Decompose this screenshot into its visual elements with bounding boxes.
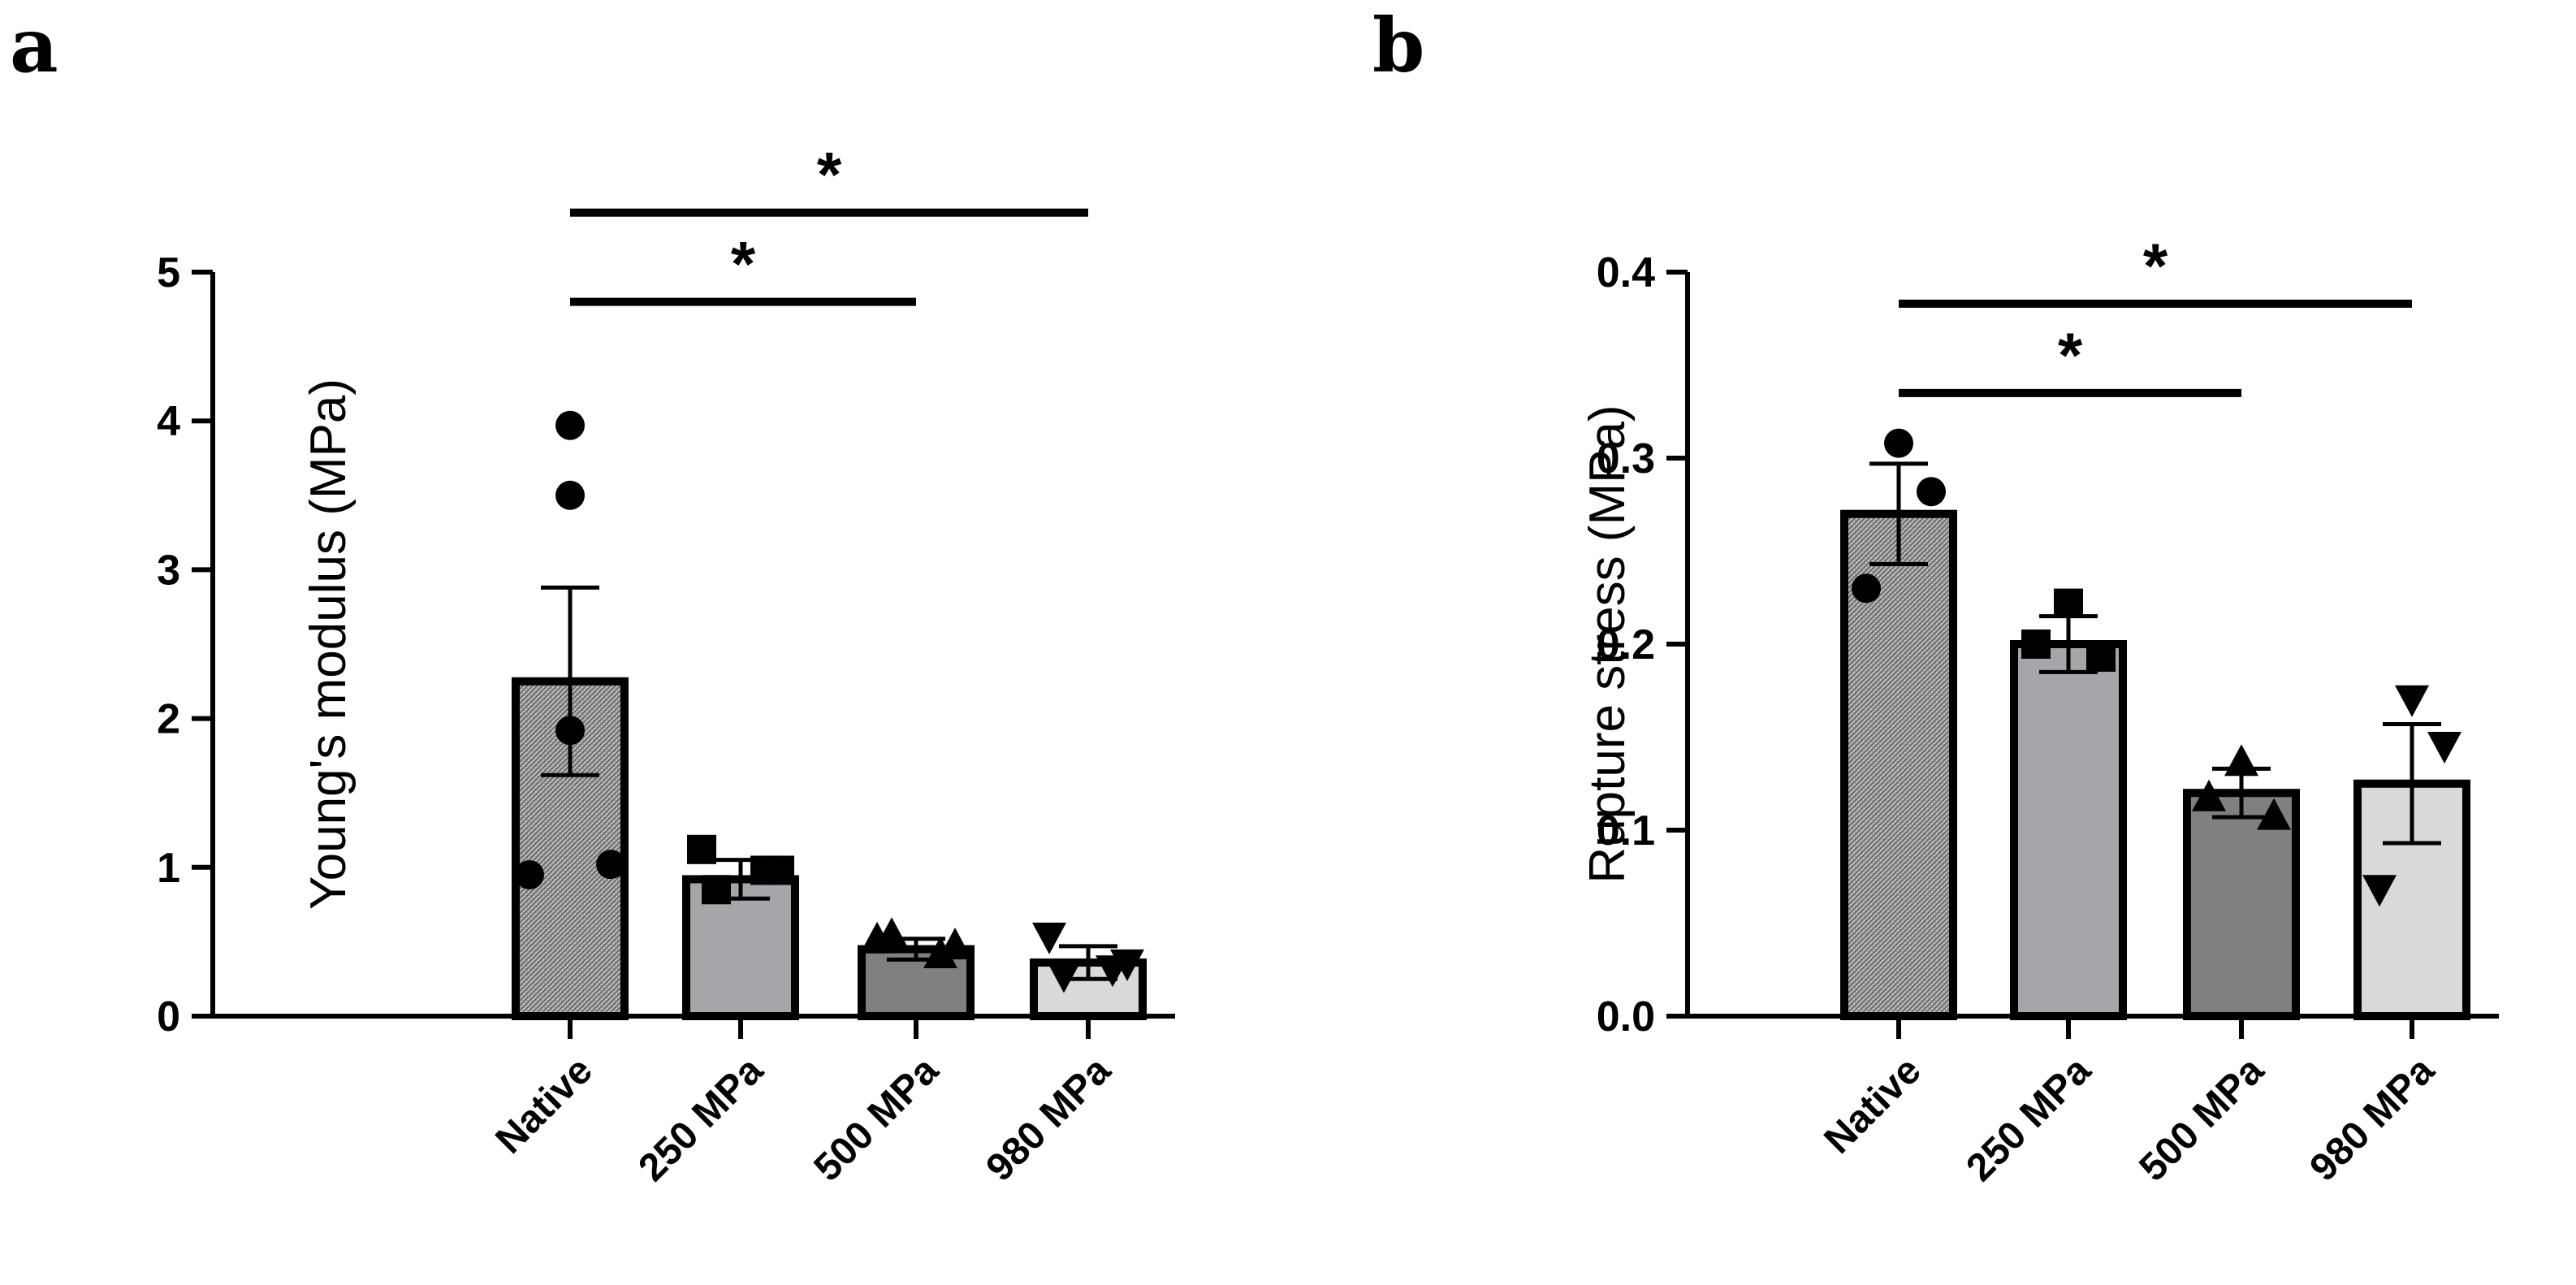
- a-x-tick-label-500-mpa: 500 MPa: [806, 1049, 947, 1190]
- a-point-500-mpa-2: [875, 917, 909, 950]
- a-y-tick-label-4: 4: [157, 398, 180, 445]
- b-point-250-mpa-1: [2086, 642, 2116, 673]
- b-point-native-1: [1917, 477, 1946, 507]
- b-y-tick-label-1: 0.1: [1597, 807, 1655, 855]
- b-point-native-0: [1884, 428, 1913, 458]
- b-bar-250-mpa: [2010, 640, 2127, 1020]
- b-point-980-mpa-1: [2427, 731, 2461, 764]
- b-y-tick-label-4: 0.4: [1597, 249, 1655, 296]
- b-point-250-mpa-2: [2021, 630, 2051, 659]
- a-y-tick-label-2: 2: [157, 696, 180, 743]
- a-point-980-mpa-0: [1032, 922, 1066, 954]
- a-point-native-4: [515, 859, 544, 889]
- b-point-native-2: [1852, 573, 1881, 604]
- b-point-500-mpa-2: [2192, 779, 2226, 811]
- a-significance-star-0: *: [817, 139, 842, 210]
- b-point-980-mpa-0: [2395, 685, 2429, 717]
- b-point-500-mpa-1: [2257, 798, 2291, 830]
- a-point-native-3: [596, 850, 625, 880]
- a-y-tick-label-5: 5: [157, 249, 180, 296]
- panel-letter-b: b: [1372, 2, 1424, 89]
- b-y-tick-label-0: 0.0: [1597, 993, 1655, 1041]
- a-x-tick-label-980-mpa: 980 MPa: [978, 1049, 1119, 1190]
- a-x-tick-label-250-mpa: 250 MPa: [630, 1049, 772, 1190]
- a-y-tick-label-3: 3: [157, 547, 180, 594]
- b-y-axis-title: Rupture stress (MPa): [1580, 405, 1636, 883]
- b-significance-star-1: *: [2058, 319, 2083, 391]
- b-x-tick-label-native: Native: [1816, 1049, 1929, 1162]
- b-significance-star-0: *: [2143, 230, 2168, 301]
- a-point-980-mpa-3: [1096, 955, 1130, 988]
- b-point-980-mpa-2: [2362, 875, 2397, 907]
- b-x-tick-label-980-mpa: 980 MPa: [2302, 1049, 2443, 1190]
- panel-letter-a: a: [10, 2, 58, 89]
- a-point-native-0: [555, 410, 585, 440]
- a-significance-star-1: *: [731, 228, 756, 300]
- panel-b-chart: 0.0 0.1 0.2 0.3 0.4 Rupture stress (MPa) Nativ…: [1580, 230, 2499, 1190]
- b-x-tick-label-500-mpa: 500 MPa: [2131, 1049, 2272, 1190]
- a-y-tick-label-0: 0: [157, 993, 180, 1041]
- b-x-tick-label-250-mpa: 250 MPa: [1958, 1049, 2099, 1190]
- b-y-tick-label-3: 0.3: [1597, 435, 1655, 482]
- b-y-tick-label-2: 0.2: [1597, 621, 1655, 668]
- a-point-native-1: [555, 480, 585, 510]
- a-y-tick-label-1: 1: [157, 845, 180, 892]
- a-y-axis-title: Young's modulus (MPa): [300, 379, 357, 910]
- b-point-250-mpa-0: [2054, 588, 2083, 618]
- panel-a-chart: 0 1 2 3 4 5 Young's modulus (MPa) Native 250 MPa…: [157, 139, 1175, 1190]
- a-x-tick-label-native: Native: [487, 1049, 600, 1162]
